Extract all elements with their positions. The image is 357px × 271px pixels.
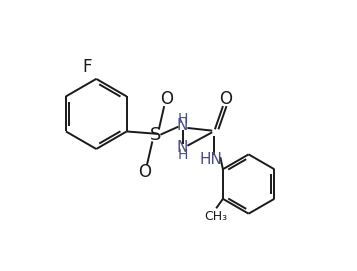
Text: O: O [160,90,173,108]
Text: CH₃: CH₃ [205,211,228,224]
Text: O: O [138,163,151,181]
Text: N: N [177,140,188,155]
Text: H: H [177,112,188,126]
Text: O: O [219,90,232,108]
Text: H: H [177,148,188,162]
Text: F: F [83,58,92,76]
Text: HN: HN [200,152,222,167]
Text: S: S [150,127,161,144]
Text: N: N [177,118,188,133]
